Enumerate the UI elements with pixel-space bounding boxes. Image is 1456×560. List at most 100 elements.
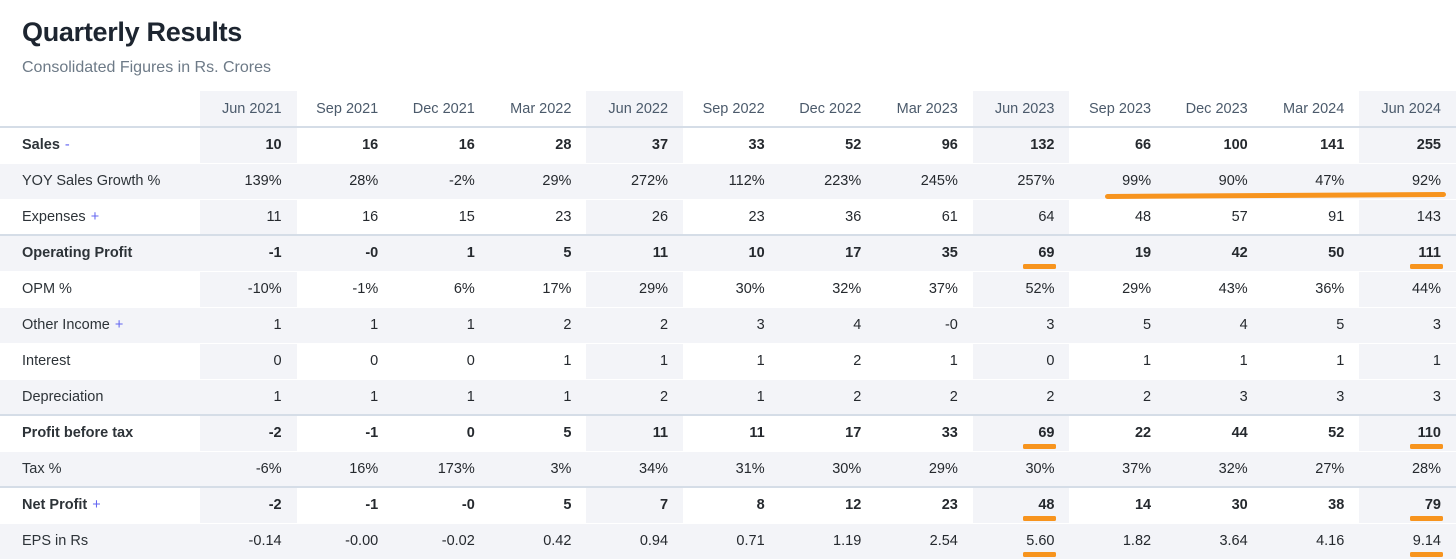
cell-opm-jun-2024: 44%: [1359, 270, 1456, 307]
row-label-text: EPS in Rs: [22, 533, 89, 550]
cell-interest-mar-2024: 1: [1262, 342, 1360, 379]
cell-eps-in-rs-dec-2023: 3.64: [1166, 522, 1263, 559]
cell-net-profit-mar-2023: 23: [876, 486, 973, 523]
row-label-net-profit: Net Profit +: [0, 486, 200, 523]
cell-depreciation-jun-2024: 3: [1359, 378, 1456, 415]
cell-other-income-dec-2023: 4: [1166, 306, 1263, 343]
column-header-mar-2024: Mar 2024: [1262, 91, 1360, 128]
cell-yoy-sales-growth-sep-2021: 28%: [296, 162, 394, 199]
cell-interest-dec-2022: 2: [779, 342, 877, 379]
cell-sales-sep-2021: 16: [362, 137, 379, 154]
collapse-toggle-sales[interactable]: -: [64, 137, 70, 154]
cell-sales-jun-2024: 255: [1359, 127, 1456, 163]
row-label-text: Other Income: [22, 317, 110, 333]
row-label-text: Depreciation: [22, 388, 104, 405]
expand-toggle-expenses[interactable]: +: [90, 208, 100, 225]
cell-tax-mar-2024: 27%: [1262, 450, 1360, 487]
cell-opm-dec-2022: 32%: [779, 270, 877, 307]
cell-depreciation-dec-2023: 3: [1166, 378, 1263, 415]
row-label-other-income: Other Income +: [0, 306, 200, 343]
cell-opm-mar-2023: 37%: [876, 270, 973, 307]
cell-tax-jun-2023: 30%: [972, 450, 1070, 487]
cell-profit-before-tax-sep-2022: 11: [683, 414, 780, 451]
column-header-mar-2022: Mar 2022: [489, 91, 587, 128]
cell-operating-profit-dec-2023: 42: [1166, 234, 1263, 271]
cell-profit-before-tax-dec-2022: 17: [779, 414, 877, 451]
row-label-text: YOY Sales Growth %: [22, 173, 161, 189]
cell-expenses-sep-2022: 23: [683, 198, 780, 235]
cell-operating-profit-dec-2022: 17: [779, 234, 877, 271]
cell-eps-in-rs-jun-2023: 5.60: [972, 522, 1070, 559]
row-label-profit-before-tax: Profit before tax: [0, 414, 200, 451]
column-header-jun-2023: Jun 2023: [972, 91, 1070, 128]
cell-net-profit-jun-2021: -2: [200, 486, 297, 523]
cell-eps-in-rs-mar-2023: 2.54: [876, 522, 973, 559]
cell-eps-in-rs-jun-2021: -0.14: [200, 522, 297, 559]
cell-other-income-jun-2023: 3: [972, 306, 1070, 343]
cell-profit-before-tax-jun-2024: 110: [1359, 414, 1456, 451]
cell-net-profit-dec-2023: 30: [1166, 486, 1263, 523]
cell-sales-jun-2022: 37: [586, 127, 684, 163]
cell-sales-mar-2024: 141: [1320, 137, 1345, 154]
cell-yoy-sales-growth-dec-2022: 223%: [779, 162, 877, 199]
table-row-tax: Tax % -6% 16% 173% 3% 34% 31% 30% 29% 30% 37% 32% 27…: [0, 450, 1456, 487]
table-row-other-income: Other Income +1 1 1 2 2 3 4 -0 3 5 4 5 3: [0, 306, 1456, 343]
cell-other-income-mar-2022: 2: [489, 306, 587, 343]
cell-profit-before-tax-dec-2023: 44: [1166, 414, 1263, 451]
cell-profit-before-tax-dec-2021: 0: [393, 414, 490, 451]
column-header-sep-2021: Sep 2021: [296, 91, 394, 128]
quarterly-results-table: Jun 2021 Sep 2021 Dec 2021 Mar 2022 Jun 2022…: [0, 91, 1456, 559]
cell-tax-jun-2024: 28%: [1359, 450, 1456, 487]
cell-yoy-sales-growth-jun-2022: 272%: [586, 162, 684, 199]
table-header-row: Jun 2021 Sep 2021 Dec 2021 Mar 2022 Jun 2022…: [0, 91, 1456, 128]
cell-depreciation-mar-2024: 3: [1262, 378, 1360, 415]
cell-sales-sep-2023: 66: [1134, 137, 1152, 154]
cell-yoy-sales-growth-jun-2023: 257%: [972, 162, 1070, 199]
cell-sales-mar-2022: 28: [555, 137, 572, 154]
cell-net-profit-sep-2021: -1: [296, 486, 394, 523]
cell-depreciation-sep-2021: 1: [296, 378, 394, 415]
expand-toggle-other-income[interactable]: +: [114, 317, 124, 333]
cell-yoy-sales-growth-mar-2022: 29%: [489, 162, 587, 199]
cell-sales-dec-2022: 52: [845, 137, 862, 154]
cell-depreciation-jun-2021: 1: [200, 378, 297, 415]
cell-other-income-sep-2021: 1: [296, 306, 394, 343]
cell-eps-in-rs-sep-2023: 1.82: [1069, 522, 1167, 559]
cell-net-profit-sep-2022: 8: [683, 486, 780, 523]
cell-other-income-sep-2023: 5: [1069, 306, 1167, 343]
cell-operating-profit-mar-2023: 35: [876, 234, 973, 271]
table-row-net-profit: Net Profit + -2 -1 -0 5 7 8 12 23 48 14 30 38 79: [0, 486, 1456, 523]
row-label-tax: Tax %: [0, 450, 200, 487]
row-label-text: Profit before tax: [22, 425, 134, 442]
cell-opm-sep-2022: 30%: [683, 270, 780, 307]
cell-other-income-jun-2021: 1: [200, 306, 297, 343]
cell-profit-before-tax-jun-2021: -2: [200, 414, 297, 451]
cell-interest-mar-2022: 1: [489, 342, 587, 379]
cell-yoy-sales-growth-mar-2023: 245%: [876, 162, 973, 199]
cell-eps-in-rs-mar-2024: 4.16: [1262, 522, 1360, 559]
cell-opm-jun-2023: 52%: [972, 270, 1070, 307]
table-row-expenses: Expenses +11 16 15 23 26 23 36 61 64 48 57 91 143: [0, 198, 1456, 235]
cell-interest-dec-2021: 0: [393, 342, 490, 379]
cell-tax-sep-2023: 37%: [1069, 450, 1167, 487]
cell-eps-in-rs-dec-2022: 1.19: [779, 522, 877, 559]
cell-eps-in-rs-sep-2021: -0.00: [296, 522, 394, 559]
expand-toggle-net-profit[interactable]: +: [92, 497, 101, 514]
cell-profit-before-tax-mar-2023: 33: [876, 414, 973, 451]
row-label-depreciation: Depreciation: [0, 378, 200, 415]
cell-yoy-sales-growth-sep-2022: 112%: [683, 162, 780, 199]
cell-net-profit-mar-2024: 38: [1262, 486, 1360, 523]
underline-annotation-net-profit-jun-2023: [1023, 515, 1057, 521]
underline-annotation-profit-before-tax-jun-2024: [1410, 443, 1443, 449]
cell-net-profit-mar-2022: 5: [489, 486, 587, 523]
cell-operating-profit-mar-2024: 50: [1262, 234, 1360, 271]
cell-expenses-dec-2022: 36: [779, 198, 877, 235]
row-label-opm: OPM %: [0, 270, 200, 307]
underline-annotation-net-profit-jun-2024: [1410, 515, 1443, 521]
column-header-dec-2021: Dec 2021: [393, 91, 490, 128]
cell-expenses-mar-2023: 61: [876, 198, 973, 235]
cell-expenses-dec-2021: 15: [393, 198, 490, 235]
cell-yoy-sales-growth-dec-2021: -2%: [393, 162, 490, 199]
row-label-eps-in-rs: EPS in Rs: [0, 522, 200, 559]
column-header-sep-2022: Sep 2022: [683, 91, 780, 128]
